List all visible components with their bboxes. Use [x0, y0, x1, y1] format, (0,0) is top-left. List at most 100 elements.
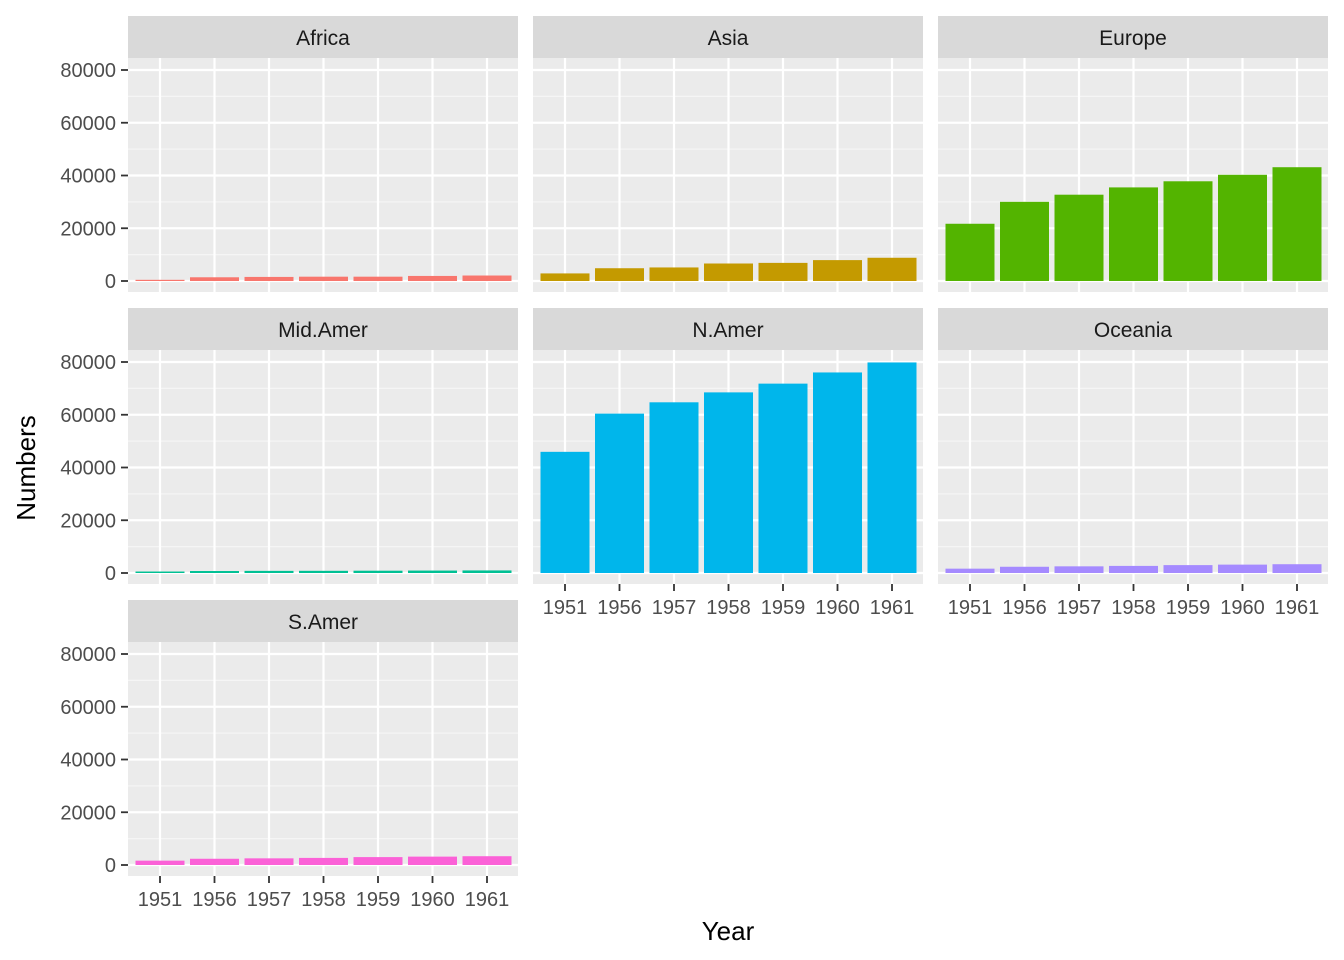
bar-mid-amer-1957: [244, 570, 294, 573]
y-tick-label: 80000: [60, 644, 116, 666]
x-tick-label: 1958: [301, 889, 346, 911]
bar-asia-1957: [649, 267, 699, 281]
facet-strip: [128, 16, 518, 58]
bar-africa-1961: [462, 275, 512, 281]
facet-strip-label: Asia: [708, 27, 749, 50]
bar-s-amer-1960: [408, 856, 457, 865]
x-tick-label: 1961: [465, 889, 510, 911]
facet-strip: [128, 308, 518, 350]
x-tick-label: 1951: [543, 597, 588, 619]
bar-asia-1960: [813, 260, 862, 281]
bar-n-amer-1957: [649, 402, 699, 573]
x-tick-label: 1956: [192, 889, 237, 911]
bar-europe-1956: [1000, 201, 1049, 281]
bar-europe-1959: [1163, 181, 1213, 281]
bar-s-amer-1951: [135, 860, 185, 865]
bar-africa-1960: [408, 275, 457, 281]
bar-mid-amer-1960: [408, 570, 457, 573]
facet-panel-europe: Europe: [938, 16, 1328, 292]
facet-panels: Africa 0 20000 40000 60000 80000 Asia Europe Mid…: [60, 16, 1328, 911]
y-tick-label: 20000: [60, 802, 116, 824]
facet-strip-label: Africa: [296, 27, 350, 50]
facet-panel-mid-amer: Mid.Amer 0 20000 40000 60000 80000: [60, 308, 518, 585]
x-tick-label: 1951: [948, 597, 993, 619]
bar-oceania-1951: [945, 568, 995, 573]
bar-europe-1961: [1272, 167, 1322, 281]
bar-mid-amer-1961: [462, 570, 512, 573]
y-tick-label: 20000: [60, 218, 116, 240]
bar-africa-1956: [190, 277, 239, 281]
y-tick-label: 0: [105, 563, 116, 585]
y-tick-label: 20000: [60, 510, 116, 532]
x-tick-label: 1960: [1220, 597, 1265, 619]
bar-africa-1957: [244, 276, 294, 281]
facet-panel-n-amer: N.Amer 1951 1956 1957 1958 1959 1960 1961: [533, 308, 923, 619]
bar-n-amer-1961: [867, 362, 917, 573]
bar-europe-1960: [1218, 174, 1267, 281]
x-tick-label: 1956: [597, 597, 642, 619]
facet-strip: [128, 600, 518, 642]
bar-oceania-1959: [1163, 565, 1213, 573]
bar-n-amer-1958: [704, 392, 753, 573]
y-tick-label: 60000: [60, 697, 116, 719]
bar-mid-amer-1959: [353, 570, 403, 573]
bar-s-amer-1958: [299, 857, 348, 865]
x-tick-label: 1959: [761, 597, 806, 619]
y-tick-label: 0: [105, 271, 116, 293]
bar-asia-1961: [867, 257, 917, 281]
x-tick-label: 1957: [1057, 597, 1102, 619]
facet-strip: [938, 308, 1328, 350]
y-tick-label: 0: [105, 855, 116, 877]
bar-oceania-1960: [1218, 564, 1267, 573]
bar-mid-amer-1958: [299, 570, 348, 573]
x-tick-label: 1958: [706, 597, 751, 619]
facet-panel-oceania: Oceania 1951 1956 1957 1958 1959 1960 1961: [938, 308, 1328, 619]
y-tick-label: 60000: [60, 405, 116, 427]
x-tick-label: 1961: [870, 597, 915, 619]
bar-n-amer-1960: [813, 372, 862, 573]
y-tick-label: 40000: [60, 458, 116, 480]
bar-europe-1951: [945, 223, 995, 281]
x-tick-label: 1960: [410, 889, 455, 911]
bar-asia-1959: [758, 262, 808, 281]
facet-strip: [533, 16, 923, 58]
bar-asia-1951: [540, 273, 590, 281]
bar-oceania-1956: [1000, 566, 1049, 573]
x-tick-label: 1961: [1275, 597, 1320, 619]
facet-strip-label: N.Amer: [692, 319, 763, 342]
x-axis-title: Year: [702, 916, 755, 946]
bar-africa-1959: [353, 276, 403, 281]
x-tick-label: 1951: [138, 889, 183, 911]
y-tick-label: 60000: [60, 113, 116, 135]
y-tick-label: 40000: [60, 750, 116, 772]
bar-europe-1958: [1109, 187, 1158, 281]
y-axis-title: Numbers: [11, 415, 41, 520]
facet-strip-label: Oceania: [1094, 319, 1173, 342]
facet-panel-africa: Africa 0 20000 40000 60000 80000: [60, 16, 518, 293]
bar-oceania-1958: [1109, 565, 1158, 573]
bar-n-amer-1951: [540, 451, 590, 573]
facet-strip: [938, 16, 1328, 58]
bar-n-amer-1956: [595, 413, 644, 573]
x-tick-label: 1957: [247, 889, 292, 911]
bar-mid-amer-1951: [135, 571, 185, 573]
bar-n-amer-1959: [758, 383, 808, 573]
bar-asia-1956: [595, 268, 644, 281]
bar-europe-1957: [1054, 194, 1104, 281]
bar-s-amer-1957: [244, 858, 294, 865]
bar-s-amer-1961: [462, 856, 512, 865]
y-tick-label: 80000: [60, 60, 116, 82]
x-tick-label: 1958: [1111, 597, 1156, 619]
bar-africa-1951: [135, 279, 185, 281]
bar-oceania-1961: [1272, 564, 1322, 573]
facet-panel-asia: Asia: [533, 16, 923, 292]
bar-s-amer-1959: [353, 857, 403, 865]
x-tick-label: 1959: [356, 889, 401, 911]
bar-oceania-1957: [1054, 566, 1104, 573]
bar-mid-amer-1956: [190, 571, 239, 573]
facet-strip-label: Mid.Amer: [278, 319, 368, 342]
y-tick-label: 40000: [60, 166, 116, 188]
y-tick-label: 80000: [60, 352, 116, 374]
x-tick-label: 1957: [652, 597, 697, 619]
facet-strip-label: Europe: [1099, 27, 1167, 50]
